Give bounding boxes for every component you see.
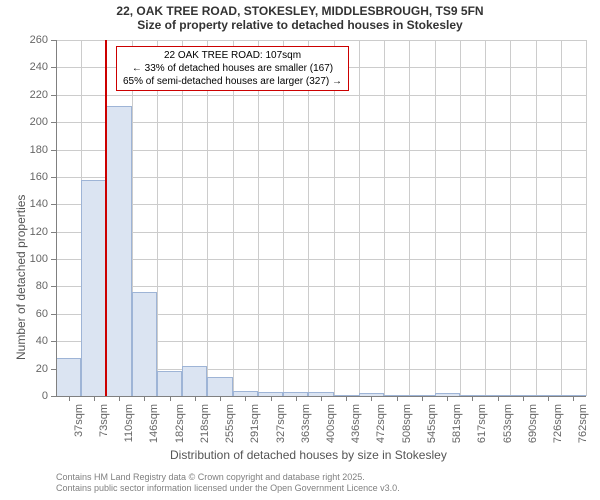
footer-line-2: Contains public sector information licen… — [56, 483, 400, 494]
x-tick-label: 327sqm — [275, 404, 287, 454]
gridline — [56, 122, 586, 123]
plot-area: 02040608010012014016018020022024026037sq… — [56, 40, 586, 396]
histogram-bar — [132, 292, 157, 396]
gridline — [56, 204, 586, 205]
x-tick-label: 182sqm — [174, 404, 186, 454]
x-axis-title: Distribution of detached houses by size … — [170, 448, 447, 462]
x-tick-label: 436sqm — [350, 404, 362, 454]
chart-container: 22, OAK TREE ROAD, STOKESLEY, MIDDLESBRO… — [0, 0, 600, 500]
gridline — [485, 40, 486, 396]
gridline — [561, 40, 562, 396]
x-tick-label: 545sqm — [426, 404, 438, 454]
y-tick-label: 20 — [18, 363, 48, 375]
gridline — [157, 40, 158, 396]
gridline — [536, 40, 537, 396]
y-axis-title: Number of detached properties — [14, 195, 28, 360]
histogram-bar — [106, 106, 131, 396]
gridline — [409, 40, 410, 396]
y-tick-label: 0 — [18, 390, 48, 402]
gridline — [233, 40, 234, 396]
gridline — [56, 40, 586, 41]
annotation-line-2: ← 33% of detached houses are smaller (16… — [123, 62, 342, 75]
gridline — [510, 40, 511, 396]
title-line-1: 22, OAK TREE ROAD, STOKESLEY, MIDDLESBRO… — [0, 4, 600, 18]
x-tick-label: 146sqm — [148, 404, 160, 454]
x-tick-label: 37sqm — [73, 404, 85, 454]
x-tick-label: 363sqm — [300, 404, 312, 454]
gridline — [56, 259, 586, 260]
x-tick-label: 73sqm — [98, 404, 110, 454]
x-tick-label: 581sqm — [451, 404, 463, 454]
annotation-line-1: 22 OAK TREE ROAD: 107sqm — [123, 49, 342, 62]
x-tick-label: 690sqm — [527, 404, 539, 454]
x-axis-line — [56, 396, 586, 397]
y-tick-label: 160 — [18, 171, 48, 183]
x-tick-label: 255sqm — [224, 404, 236, 454]
footer-line-1: Contains HM Land Registry data © Crown c… — [56, 472, 400, 483]
annotation-line-3: 65% of semi-detached houses are larger (… — [123, 75, 342, 88]
x-tick-label: 291sqm — [249, 404, 261, 454]
x-tick-label: 508sqm — [401, 404, 413, 454]
y-tick-label: 200 — [18, 116, 48, 128]
gridline — [56, 286, 586, 287]
gridline — [384, 40, 385, 396]
gridline — [56, 177, 586, 178]
footer: Contains HM Land Registry data © Crown c… — [56, 472, 400, 494]
x-tick-label: 762sqm — [577, 404, 589, 454]
histogram-bar — [81, 180, 106, 396]
gridline — [56, 95, 586, 96]
y-tick-label: 180 — [18, 144, 48, 156]
gridline — [56, 232, 586, 233]
y-axis-line — [56, 40, 57, 396]
gridline — [334, 40, 335, 396]
y-tick-label: 260 — [18, 34, 48, 46]
gridline — [182, 40, 183, 396]
x-tick-label: 617sqm — [476, 404, 488, 454]
histogram-bar — [207, 377, 232, 396]
gridline — [283, 40, 284, 396]
gridline — [207, 40, 208, 396]
x-tick-label: 400sqm — [325, 404, 337, 454]
x-tick-label: 726sqm — [552, 404, 564, 454]
gridline — [435, 40, 436, 396]
reference-line — [105, 40, 107, 396]
gridline — [359, 40, 360, 396]
x-tick-label: 110sqm — [123, 404, 135, 454]
x-tick-label: 472sqm — [375, 404, 387, 454]
chart-title: 22, OAK TREE ROAD, STOKESLEY, MIDDLESBRO… — [0, 4, 600, 33]
gridline — [586, 40, 587, 396]
gridline — [56, 150, 586, 151]
x-tick-label: 653sqm — [502, 404, 514, 454]
title-line-2: Size of property relative to detached ho… — [0, 18, 600, 32]
gridline — [258, 40, 259, 396]
y-tick-label: 240 — [18, 61, 48, 73]
histogram-bar — [56, 358, 81, 396]
gridline — [460, 40, 461, 396]
x-tick-label: 218sqm — [199, 404, 211, 454]
y-tick-label: 220 — [18, 89, 48, 101]
annotation-box: 22 OAK TREE ROAD: 107sqm ← 33% of detach… — [116, 46, 349, 91]
histogram-bar — [182, 366, 207, 396]
histogram-bar — [157, 371, 182, 396]
gridline — [308, 40, 309, 396]
